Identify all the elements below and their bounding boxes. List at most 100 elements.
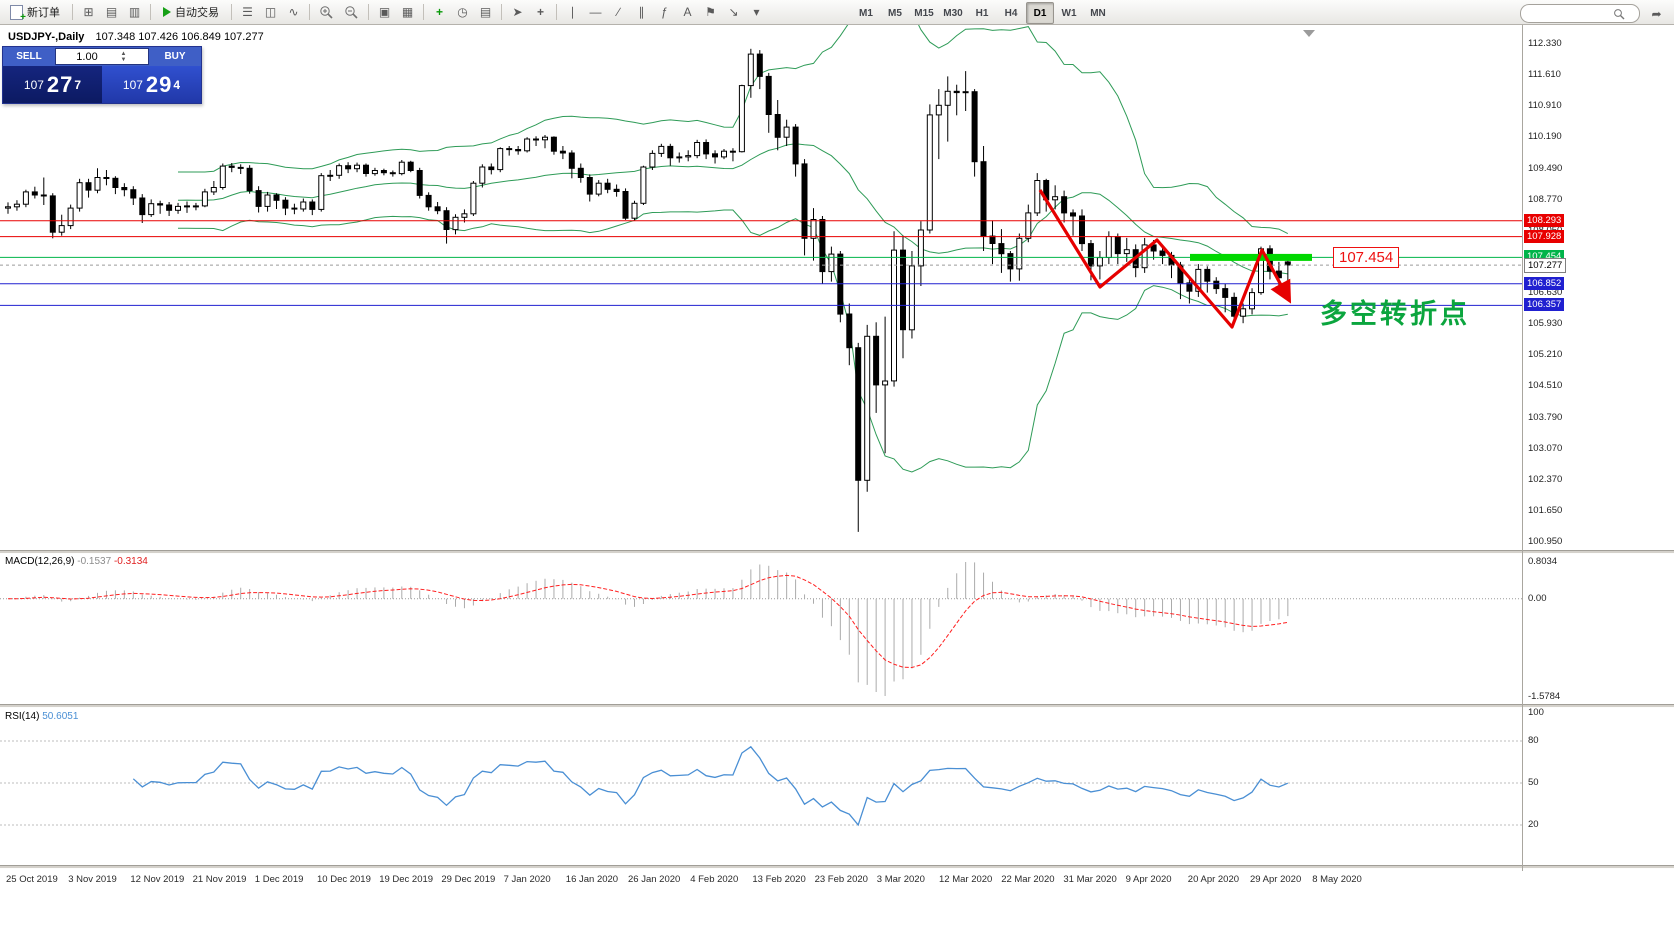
chart-quote-line: USDJPY-,Daily 107.348 107.426 106.849 10…	[8, 31, 264, 43]
toolbar-separator	[501, 4, 502, 20]
date-label: 9 Apr 2020	[1125, 874, 1172, 885]
candle-up	[336, 165, 343, 176]
macd-main-value: -0.1537	[77, 556, 112, 567]
candle-down	[756, 53, 763, 77]
candle-up	[926, 114, 933, 231]
candle-up	[76, 182, 83, 209]
one-click-trading-panel: SELL ▲▼ BUY 107 27 7 107 29 4	[2, 46, 202, 104]
candle-down	[953, 90, 960, 94]
macd-indicator-panel[interactable]	[0, 554, 1522, 704]
horizontal-line-tool-icon[interactable]: ―	[585, 2, 606, 23]
vertical-line-tool-icon[interactable]: ∣	[562, 2, 583, 23]
fibonacci-tool-icon[interactable]: ƒ	[654, 2, 675, 23]
new-chart-icon[interactable]: ⊞	[78, 2, 99, 23]
text-tool-icon[interactable]: A	[677, 2, 698, 23]
timeframe-button-d1[interactable]: D1	[1026, 2, 1054, 24]
symbol-search-box[interactable]	[1520, 4, 1640, 23]
timeframe-button-h1[interactable]: H1	[975, 7, 989, 19]
arrange-windows-icon[interactable]: ▦	[397, 2, 418, 23]
timeframe-button-mn[interactable]: MN	[1090, 7, 1106, 19]
candle-down	[112, 177, 119, 189]
lot-size-input[interactable]	[56, 49, 118, 64]
autotrading-button[interactable]: 自动交易	[156, 2, 226, 23]
zoom-in-icon[interactable]	[315, 2, 338, 23]
toolbar-separator	[556, 4, 557, 20]
candle-down	[309, 201, 316, 210]
panel-separator[interactable]	[0, 865, 1674, 869]
indicators-icon[interactable]: +	[429, 2, 450, 23]
lot-size-box: ▲▼	[55, 48, 149, 65]
label-flag-tool-icon[interactable]: ⚑	[700, 2, 721, 23]
candle-down	[1087, 243, 1094, 267]
buy-button[interactable]: 107 29 4	[102, 66, 201, 103]
timeframe-button-m15[interactable]: M15	[914, 7, 934, 19]
candle-up	[461, 213, 468, 218]
crosshair-icon[interactable]: +	[530, 2, 551, 23]
candle-up	[694, 142, 701, 157]
zoom-out-icon[interactable]	[340, 2, 363, 23]
price-level-badge: 106.852	[1524, 276, 1565, 290]
candle-up	[67, 207, 74, 227]
candle-up	[192, 205, 199, 208]
sell-button[interactable]: 107 27 7	[3, 66, 102, 103]
bollinger-upper-band	[178, 25, 1289, 235]
candle-down	[1150, 244, 1157, 252]
candle-down	[577, 167, 584, 179]
candle-down	[345, 165, 352, 170]
help-arrow-icon[interactable]: ➦	[1646, 3, 1667, 24]
price-scale-label: 105.930	[1528, 318, 1563, 330]
toolbar-separator	[309, 4, 310, 20]
date-label: 12 Mar 2020	[939, 874, 993, 885]
trendline-tool-icon[interactable]: ∕	[608, 2, 629, 23]
arrows-dropdown-caret-icon[interactable]: ▾	[746, 2, 767, 23]
candle-up	[738, 85, 745, 153]
chart-shift-marker[interactable]	[1303, 30, 1315, 37]
toolbar-separator	[72, 4, 73, 20]
arrows-tool-icon[interactable]: ↘	[723, 2, 744, 23]
candle-down	[407, 161, 414, 171]
candle-up	[595, 182, 602, 195]
candle-down	[416, 170, 423, 196]
periods-icon[interactable]: ◷	[452, 2, 473, 23]
panel-separator[interactable]	[0, 550, 1674, 554]
price-scale-label: 100.950	[1528, 536, 1563, 547]
timeframe-button-w1[interactable]: W1	[1061, 7, 1077, 19]
candle-down	[1061, 196, 1068, 214]
candle-down	[1213, 280, 1220, 290]
timeframe-button-h4[interactable]: H4	[1004, 7, 1018, 19]
price-level-badge: 107.928	[1524, 229, 1565, 243]
timeframe-button-m1[interactable]: M1	[859, 7, 873, 19]
price-scale-label: 102.370	[1528, 473, 1563, 485]
toolbar-separator	[423, 4, 424, 20]
panel-separator[interactable]	[0, 704, 1674, 708]
rsi-name: RSI(14)	[5, 711, 40, 722]
candle-down	[712, 153, 718, 158]
channel-tool-icon[interactable]: ∥	[631, 2, 652, 23]
timeframe-button-m5[interactable]: M5	[888, 7, 902, 19]
profiles-icon[interactable]: ▤	[101, 2, 122, 23]
candle-up	[1052, 196, 1059, 201]
candle-up	[631, 202, 638, 219]
date-label: 22 Mar 2020	[1001, 874, 1055, 885]
lot-spinner[interactable]: ▲ ▼	[120, 50, 127, 63]
candle-up	[497, 148, 504, 171]
market-watch-icon[interactable]: ▥	[124, 2, 145, 23]
date-label: 13 Feb 2020	[752, 874, 806, 885]
tile-windows-icon[interactable]: ▣	[374, 2, 395, 23]
candle-up	[5, 206, 11, 209]
bar-chart-icon[interactable]: ☰	[237, 2, 258, 23]
line-chart-icon[interactable]: ∿	[283, 2, 304, 23]
symbol-search-input[interactable]	[1527, 7, 1609, 20]
new-order-button[interactable]: + 新订单	[3, 2, 67, 23]
candle-down	[846, 313, 853, 349]
candle-up	[891, 249, 897, 382]
main-price-chart[interactable]	[0, 25, 1522, 550]
candlestick-chart-icon[interactable]: ◫	[260, 2, 281, 23]
templates-icon[interactable]: ▤	[475, 2, 496, 23]
timeframe-button-m30[interactable]: M30	[943, 7, 963, 19]
candle-down	[434, 206, 441, 212]
cursor-icon[interactable]: ➤	[507, 2, 528, 23]
price-level-callout: 107.454	[1333, 247, 1400, 269]
rsi-indicator-panel[interactable]	[0, 708, 1522, 865]
toolbar: + 新订单 ⊞ ▤ ▥ 自动交易 ☰ ◫ ∿ ▣ ▦ + ◷ ▤ ➤ + ∣ ―…	[0, 0, 1674, 25]
